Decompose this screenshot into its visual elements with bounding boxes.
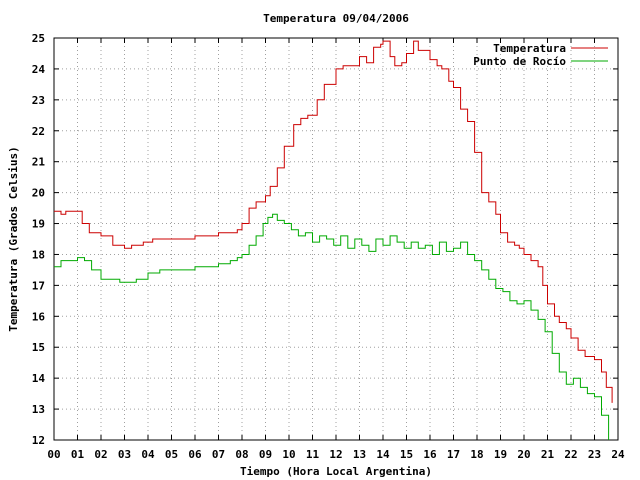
x-tick-label: 04 — [141, 448, 155, 461]
x-tick-label: 20 — [517, 448, 530, 461]
x-tick-label: 01 — [71, 448, 85, 461]
y-tick-label: 17 — [32, 279, 45, 292]
x-tick-label: 06 — [188, 448, 202, 461]
series-line-punto-de-rocio — [54, 213, 610, 440]
legend-label-punto-de-rocio: Punto de Rocío — [473, 55, 566, 68]
legend-label-temperatura: Temperatura — [493, 42, 566, 55]
x-tick-label: 09 — [259, 448, 272, 461]
y-tick-label: 24 — [32, 63, 46, 76]
x-tick-label: 21 — [541, 448, 555, 461]
y-tick-label: 18 — [32, 248, 45, 261]
x-tick-label: 02 — [94, 448, 107, 461]
axis-ticks: 00 01 02 03 04 05 06 07 08 09 10 11 12 13 14 15 16 17 18 19… — [32, 32, 625, 461]
x-tick-label: 12 — [329, 448, 342, 461]
y-tick-label: 13 — [32, 403, 45, 416]
x-tick-label: 15 — [400, 448, 413, 461]
x-axis-label: Tiempo (Hora Local Argentina) — [240, 465, 432, 478]
legend: Temperatura Punto de Rocío — [473, 42, 608, 68]
x-tick-label: 19 — [494, 448, 507, 461]
y-tick-label: 14 — [32, 372, 46, 385]
x-tick-label: 23 — [588, 448, 601, 461]
y-tick-label: 19 — [32, 218, 45, 231]
x-tick-label: 14 — [376, 448, 390, 461]
y-tick-label: 20 — [32, 187, 45, 200]
x-tick-label: 17 — [447, 448, 460, 461]
y-tick-label: 12 — [32, 434, 45, 447]
x-tick-label: 11 — [306, 448, 320, 461]
x-tick-label: 13 — [353, 448, 366, 461]
x-tick-label: 07 — [212, 448, 225, 461]
y-tick-label: 22 — [32, 125, 45, 138]
chart-title: Temperatura 09/04/2006 — [263, 12, 409, 25]
x-tick-label: 05 — [165, 448, 178, 461]
y-tick-label: 25 — [32, 32, 45, 45]
grid-lines — [54, 38, 618, 440]
y-axis-label: Temperatura (Grados Celsius) — [7, 146, 20, 331]
x-tick-label: 16 — [423, 448, 437, 461]
x-tick-label: 10 — [282, 448, 295, 461]
y-tick-label: 23 — [32, 94, 45, 107]
x-tick-label: 24 — [611, 448, 625, 461]
series-lines — [54, 40, 613, 440]
x-tick-label: 03 — [118, 448, 131, 461]
x-tick-label: 00 — [47, 448, 60, 461]
x-tick-label: 22 — [564, 448, 577, 461]
y-tick-label: 16 — [32, 310, 46, 323]
x-tick-label: 18 — [470, 448, 483, 461]
y-tick-label: 15 — [32, 341, 45, 354]
y-tick-label: 21 — [32, 156, 46, 169]
x-tick-label: 08 — [235, 448, 248, 461]
series-line-temperatura — [54, 40, 613, 403]
